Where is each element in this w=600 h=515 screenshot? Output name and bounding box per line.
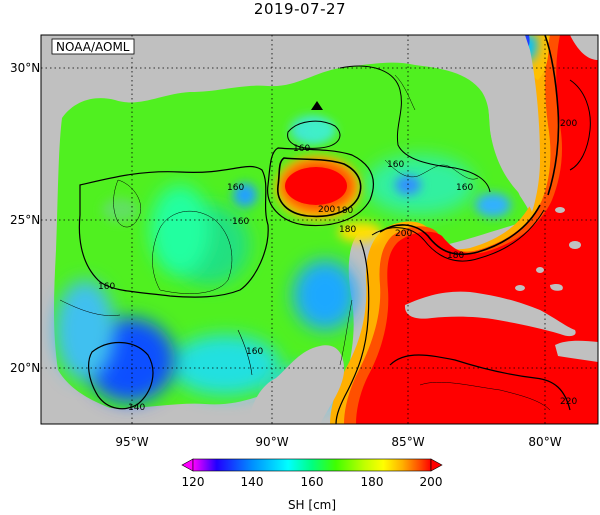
colorbar-label: SH [cm] (288, 498, 336, 512)
hispaniola-landmass (555, 340, 598, 362)
contour-label: 140 (128, 403, 145, 413)
lon-label-85w: 85°W (391, 435, 424, 449)
contour-label: 180 (447, 251, 464, 261)
colorbar-tick: 200 (420, 475, 443, 489)
colorbar-tick: 180 (361, 475, 384, 489)
buoy-marker-icon (311, 101, 323, 110)
contour-label: 180 (336, 206, 353, 216)
colorbar-gradient (192, 458, 432, 472)
colorbar-tick: 160 (301, 475, 324, 489)
contour-label: 160 (246, 347, 263, 357)
lat-label-20n: 20°N (10, 361, 40, 375)
map-title: 2019-07-27 (253, 0, 347, 18)
island (550, 283, 563, 291)
lon-label-90w: 90°W (255, 435, 288, 449)
contour-label-group: 160 160 160 160 160 160 160 180 180 180 … (98, 119, 577, 413)
florida-landmass (482, 35, 540, 212)
colorbar: 120 140 160 180 200 SH [cm] (181, 458, 443, 512)
contour-label: 160 (232, 217, 249, 227)
island (536, 267, 544, 273)
colorbar-tick: 140 (241, 475, 264, 489)
contour-label: 180 (339, 225, 356, 235)
map-frame (40, 34, 599, 425)
colorbar-max-arrow (430, 458, 443, 472)
colorbar-tick: 120 (182, 475, 205, 489)
gulf-water (54, 62, 532, 409)
contour-label: 160 (387, 160, 404, 170)
island (555, 207, 565, 213)
contour-label: 160 (293, 144, 310, 154)
island (569, 241, 581, 249)
lon-label-95w: 95°W (115, 435, 148, 449)
lon-label-80w: 80°W (528, 435, 561, 449)
watermark-box (51, 38, 135, 55)
contour-label: 220 (560, 397, 577, 407)
contour-label: 160 (227, 183, 244, 193)
contour-label: 200 (318, 205, 335, 215)
contour-lines (59, 35, 591, 424)
contour-label: 200 (395, 229, 412, 239)
bahamas-landmass (570, 35, 598, 60)
contour-label: 160 (456, 183, 473, 193)
watermark-label: NOAA/AOML (56, 40, 130, 54)
lat-label-25n: 25°N (10, 213, 40, 227)
colorbar-min-arrow (181, 458, 194, 472)
lat-label-30n: 30°N (10, 61, 40, 75)
contour-label: 200 (560, 119, 577, 129)
cuba-landmass (404, 291, 576, 337)
contour-label: 160 (98, 282, 115, 292)
island (515, 285, 525, 291)
